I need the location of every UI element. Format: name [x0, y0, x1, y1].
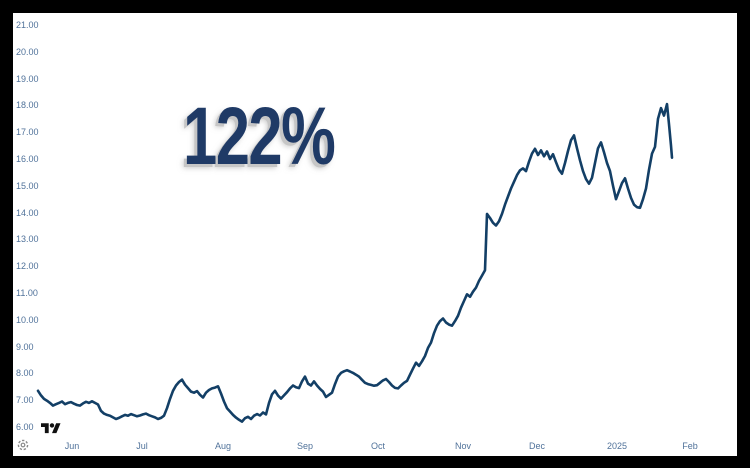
y-axis-label: 8.00	[16, 368, 34, 378]
y-axis-label: 21.00	[16, 20, 39, 30]
y-axis-label: 15.00	[16, 181, 39, 191]
x-axis-label: 2025	[606, 441, 628, 451]
y-axis-label: 13.00	[16, 234, 39, 244]
x-axis-label: Nov	[454, 441, 472, 451]
y-axis-label: 9.00	[16, 342, 34, 352]
y-axis-label: 20.00	[16, 47, 39, 57]
y-axis-label: 11.00	[16, 288, 38, 298]
x-axis-label: Feb	[682, 441, 698, 451]
y-axis-label: 18.00	[16, 100, 39, 110]
y-axis-label: 19.00	[16, 74, 39, 84]
x-axis-label: Oct	[370, 441, 386, 451]
x-axis-label: Jul	[136, 441, 148, 451]
x-axis-label: Dec	[528, 441, 546, 451]
x-axis-label: Sep	[296, 441, 314, 451]
y-axis-label: 10.00	[16, 315, 39, 325]
y-axis-label: 17.00	[16, 127, 39, 137]
percent-gain-label: 122%	[183, 91, 336, 182]
y-axis-label: 6.00	[16, 422, 34, 432]
x-axis-label: Aug	[214, 441, 232, 451]
x-axis-label: Jun	[64, 441, 80, 451]
chart-canvas	[13, 13, 737, 456]
y-axis-label: 12.00	[16, 261, 39, 271]
y-axis-label: 16.00	[16, 154, 39, 164]
y-axis-label: 7.00	[16, 395, 34, 405]
y-axis-label: 14.00	[16, 208, 39, 218]
